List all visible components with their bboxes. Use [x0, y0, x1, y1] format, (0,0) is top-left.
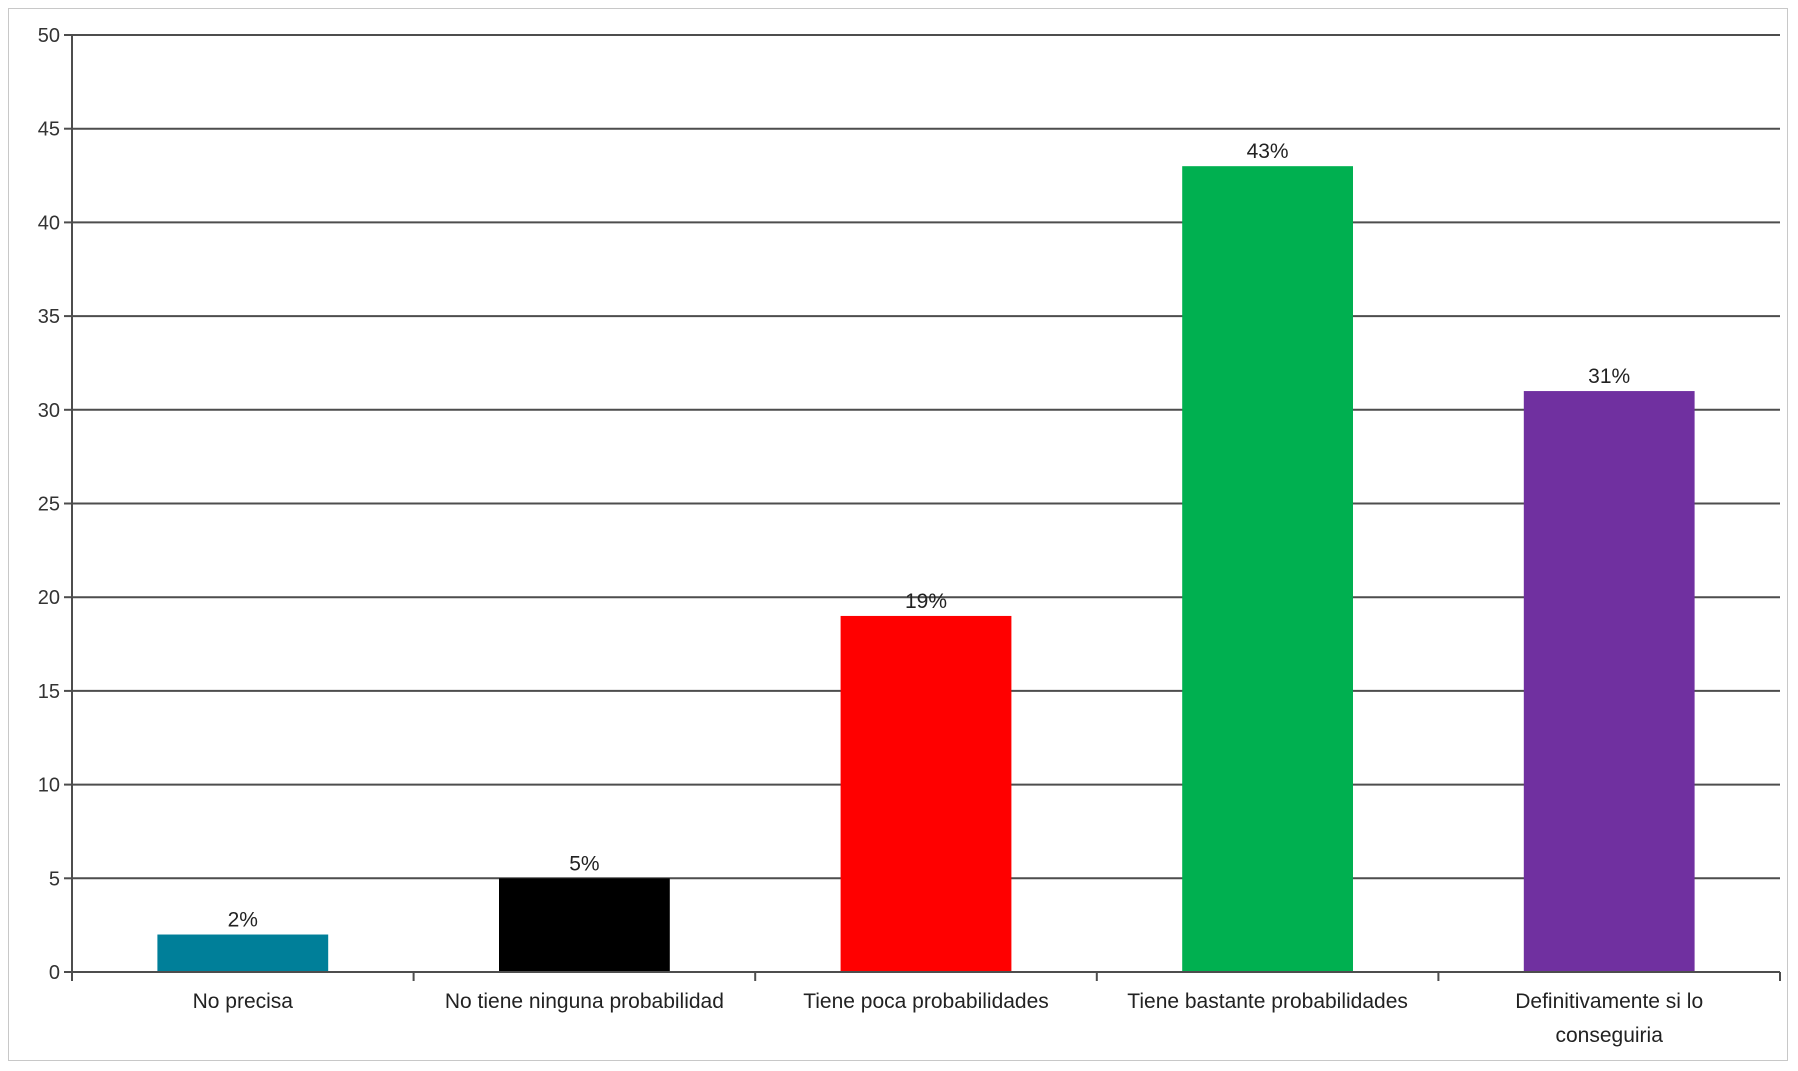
- y-tick-label: 20: [38, 587, 60, 609]
- bar: [1182, 166, 1353, 972]
- data-label: 5%: [569, 852, 599, 875]
- data-label: 31%: [1588, 365, 1630, 388]
- x-tick-label: Tiene bastante probabilidades: [1127, 990, 1408, 1013]
- bars: [157, 166, 1695, 972]
- bar: [1523, 391, 1695, 972]
- y-tick-label: 35: [38, 306, 60, 328]
- bar: [840, 615, 1012, 972]
- gridlines: [72, 34, 1780, 880]
- y-tick-label: 30: [38, 400, 60, 422]
- data-label: 19%: [905, 590, 947, 613]
- bar: [157, 934, 329, 972]
- x-tick-label: No tiene ninguna probabilidad: [445, 990, 724, 1013]
- bar: [499, 878, 670, 972]
- x-tick-label: conseguiria: [1555, 1024, 1663, 1047]
- y-tick-label: 40: [38, 212, 60, 234]
- y-tick-label: 15: [38, 681, 60, 703]
- axes: [64, 34, 1781, 981]
- y-tick-label: 0: [49, 962, 60, 984]
- y-tick-label: 25: [38, 494, 60, 516]
- labels: 0 5 10 15 20 25 30 35 40 45 50 2% No precisa 5% No tie…: [38, 25, 1703, 1047]
- x-tick-label: No precisa: [193, 990, 294, 1013]
- x-tick-label: Definitivamente si lo: [1515, 990, 1703, 1013]
- y-tick-label: 5: [49, 868, 60, 890]
- y-tick-label: 50: [38, 25, 60, 47]
- x-tick-label: Tiene poca probabilidades: [803, 990, 1049, 1013]
- y-tick-label: 45: [38, 119, 60, 141]
- y-tick-label: 10: [38, 775, 60, 797]
- data-label: 2%: [228, 909, 258, 932]
- data-label: 43%: [1247, 140, 1289, 163]
